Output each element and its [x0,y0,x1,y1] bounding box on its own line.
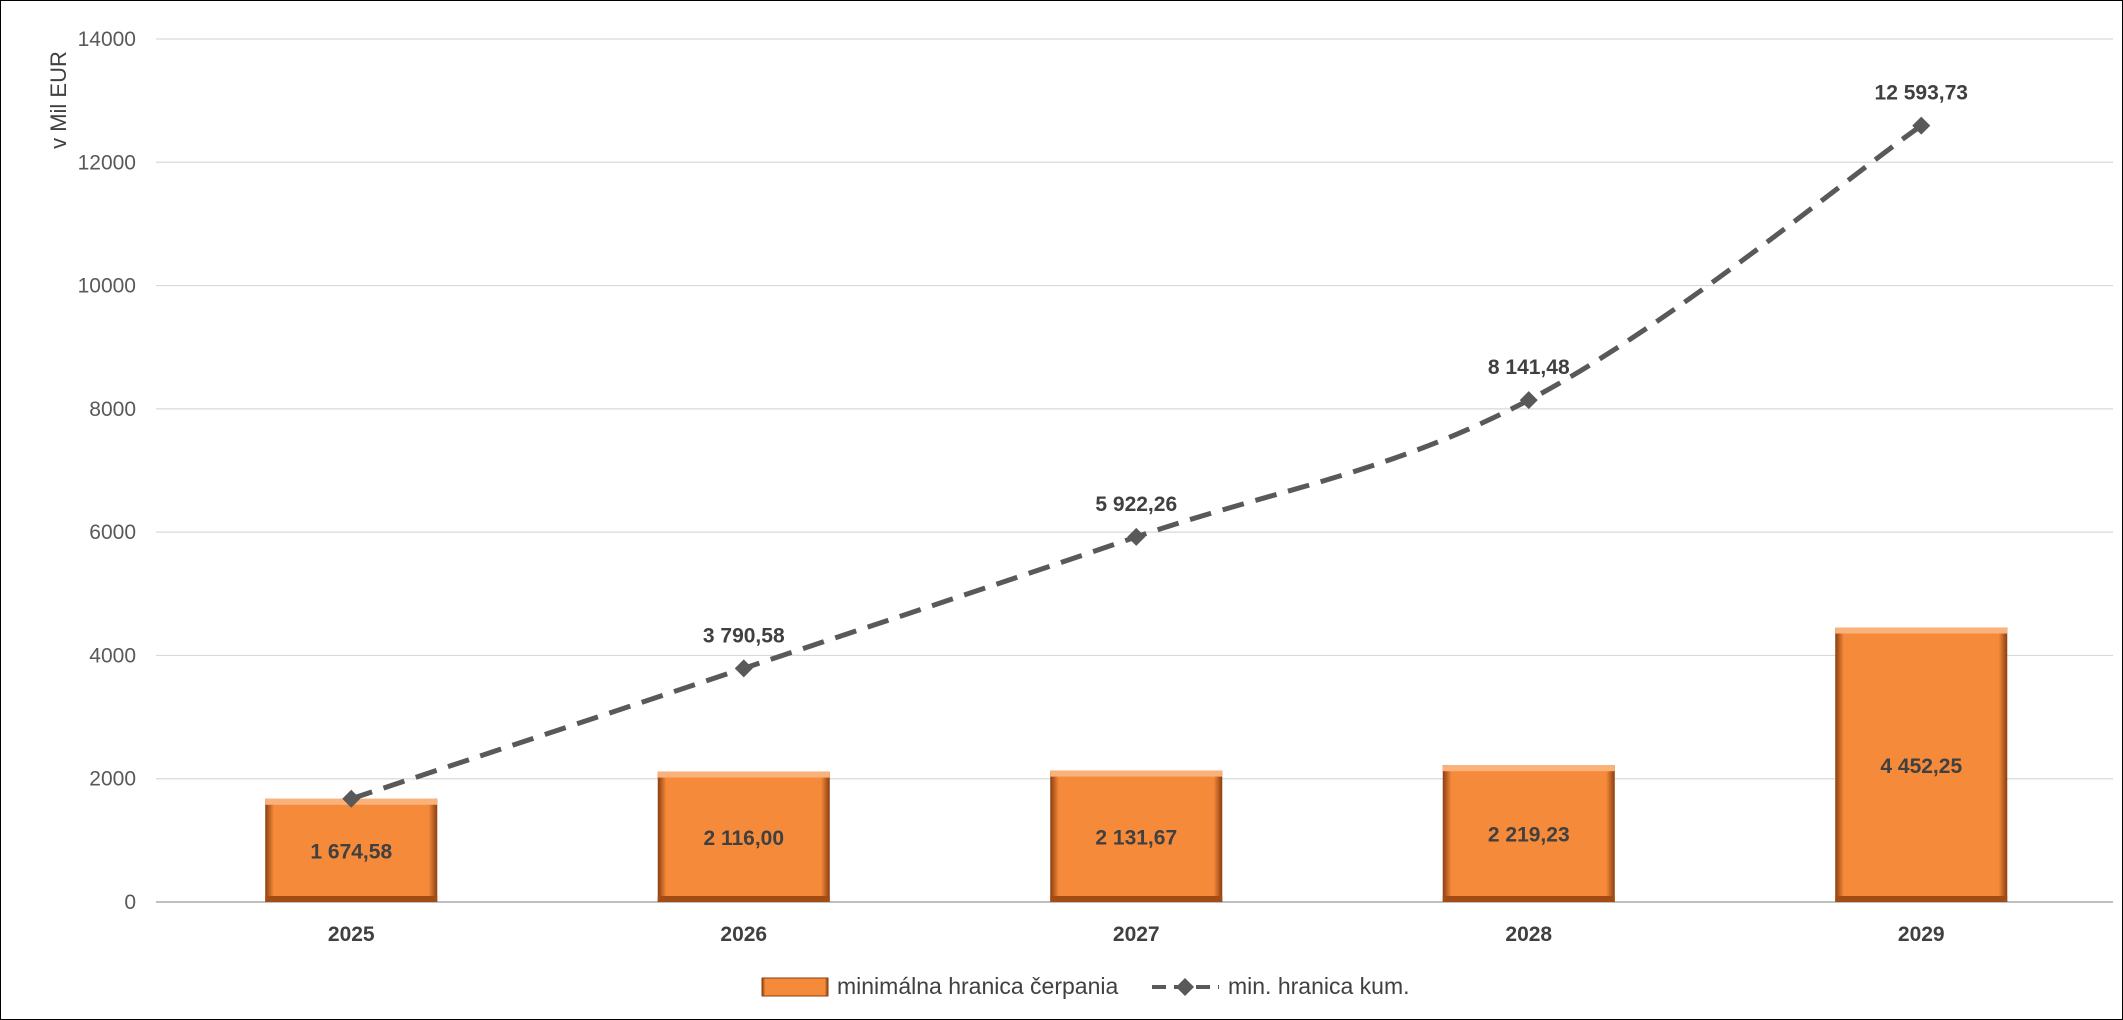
bar-value-label: 2 131,67 [1095,826,1177,849]
gridlines [156,38,2113,903]
x-category-label: 2029 [1898,923,1945,946]
y-tick-label: 10000 [78,275,136,298]
bar-top-bevel [1050,770,1223,777]
bar [1442,765,1615,902]
legend-diamond-marker [1176,978,1194,996]
x-category-label: 2028 [1505,923,1552,946]
bar-2026: 2 116,00 [657,771,830,902]
bar [1835,627,2008,902]
bar-2029: 4 452,25 [1835,627,2008,902]
cumulative-line [350,123,1923,802]
line-value-label: 8 141,48 [1488,356,1570,379]
x-category-label: 2025 [328,923,375,946]
bar [1050,770,1223,902]
x-category-label: 2026 [720,923,767,946]
bar-bottom-bevel [1442,896,1615,902]
bar-value-label: 2 219,23 [1488,824,1570,847]
y-tick-label: 4000 [89,644,136,667]
y-tick-label: 6000 [89,521,136,544]
bar-bottom-bevel [1835,896,2008,902]
y-tick-label: 2000 [89,768,136,791]
y-axis-label: v Mil EUR [46,51,71,149]
y-tick-label: 12000 [78,151,136,174]
bar-value-label: 2 116,00 [703,827,784,850]
bar-top-bevel [1835,627,2008,634]
y-axis-ticks: 0 2000 4000 6000 8000 10000 12000 14000 [78,28,136,914]
bar-bottom-bevel [1050,896,1223,902]
x-category-label: 2027 [1113,923,1160,946]
line-value-label: 3 790,58 [703,624,785,647]
line-marker-2027 [1127,527,1146,546]
line-value-label: 12 593,73 [1875,82,1968,105]
line-marker-2025 [342,789,361,808]
x-axis-categories: 2025 2026 2027 2028 2029 [328,923,1945,946]
line-series: 3 790,58 5 922,26 8 141,48 12 593,73 [342,82,1968,808]
legend-bar-label: minimálna hranica čerpania [837,973,1118,999]
legend-bar-swatch [761,977,829,997]
y-tick-label: 0 [124,891,136,914]
bar-bottom-bevel [265,896,438,902]
line-marker-2029 [1912,116,1931,135]
bar-2028: 2 219,23 [1442,765,1615,902]
bar-value-label: 1 674,58 [310,840,392,863]
bar [265,798,438,902]
line-marker-2028 [1519,391,1538,410]
bar [657,771,830,902]
legend: minimálna hranica čerpania min. hranica … [761,973,1410,999]
legend-line-label: min. hranica kum. [1228,973,1410,999]
bar-2025: 1 674,58 [265,798,438,902]
y-tick-label: 8000 [89,398,136,421]
bar-2027: 2 131,67 [1050,770,1223,902]
bar-bottom-bevel [657,896,830,902]
bar-series: 1 674,58 2 116,00 2 131,67 2 219,23 4 452,25 [265,627,2008,902]
line-value-label: 5 922,26 [1095,493,1177,516]
bar-top-bevel [1442,765,1615,772]
y-tick-label: 14000 [78,28,136,51]
bar-value-label: 4 452,25 [1880,755,1962,778]
bar-top-bevel [657,771,830,778]
line-marker-2026 [734,659,753,678]
